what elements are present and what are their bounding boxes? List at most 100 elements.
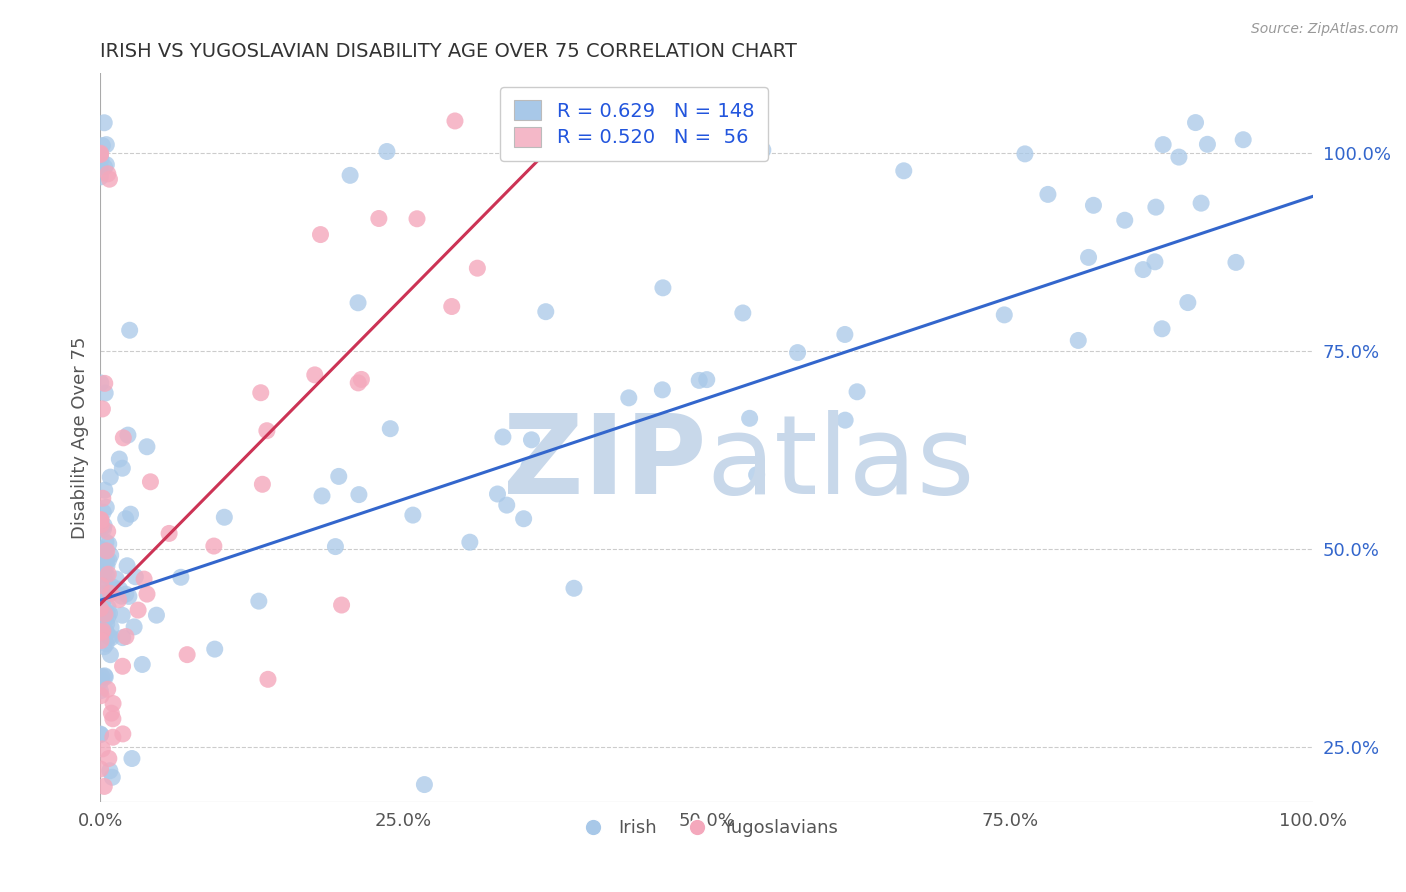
Point [328,469,350,483]
Point [121,751,143,765]
Point [96,553,118,567]
Point [110,589,132,603]
Point [252,477,274,491]
Point [90,821,112,835]
Point [111,727,134,741]
Point [97,537,120,551]
Point [402,508,425,522]
Point [93,116,115,130]
Point [97,682,120,697]
Point [90,153,112,167]
Point [97,167,120,181]
Point [96,558,118,573]
Point [111,461,134,475]
Point [90,593,112,607]
Point [112,431,135,445]
Y-axis label: Disability Age Over 75: Disability Age Over 75 [72,336,89,539]
Point [93,161,115,175]
Point [93,573,115,587]
Point [91,401,114,416]
Point [98,470,121,484]
Point [90,513,112,527]
Point [90,572,112,586]
Point [93,518,115,533]
Point [1189,196,1212,211]
Point [94,386,117,401]
Point [101,580,124,594]
Point [834,327,856,342]
Point [89,558,111,573]
Point [127,603,149,617]
Point [93,588,115,602]
Point [98,607,121,621]
Point [517,459,540,474]
Point [93,640,115,654]
Point [90,613,112,627]
Point [90,541,112,556]
Point [1114,213,1136,227]
Point [132,572,155,586]
Point [97,600,120,615]
Point [91,543,114,558]
Point [486,487,509,501]
Point [91,505,114,519]
Point [380,422,402,436]
Point [96,607,118,621]
Point [752,143,775,157]
Point [562,581,585,595]
Point [786,345,808,359]
Point [139,475,162,489]
Point [731,306,754,320]
Point [90,669,112,683]
Point [100,621,122,635]
Point [97,524,120,539]
Point [124,570,146,584]
Point [96,544,118,558]
Point [1143,254,1166,268]
Point [440,300,463,314]
Point [1150,322,1173,336]
Point [1067,334,1090,348]
Point [96,616,118,631]
Text: Source: ZipAtlas.com: Source: ZipAtlas.com [1251,22,1399,37]
Text: IRISH VS YUGOSLAVIAN DISABILITY AGE OVER 75 CORRELATION CHART: IRISH VS YUGOSLAVIAN DISABILITY AGE OVER… [100,42,797,61]
Point [117,428,139,442]
Point [257,673,280,687]
Point [249,385,271,400]
Point [96,568,118,582]
Point [98,764,121,778]
Point [94,483,117,498]
Point [1036,187,1059,202]
Point [512,512,534,526]
Point [97,567,120,582]
Point [896,805,918,819]
Point [91,609,114,624]
Point [90,558,112,573]
Point [651,383,673,397]
Point [91,491,114,506]
Point [304,368,326,382]
Point [311,489,333,503]
Point [98,172,121,186]
Point [90,146,112,161]
Point [89,762,111,776]
Point [375,145,398,159]
Point [565,141,588,155]
Point [413,778,436,792]
Point [135,440,157,454]
Point [89,169,111,184]
Point [93,522,115,536]
Point [100,648,122,662]
Point [103,583,125,598]
Point [100,706,122,721]
Point [108,582,131,597]
Point [118,323,141,337]
Point [91,587,114,601]
Point [1152,137,1174,152]
Point [100,586,122,600]
Point [94,376,117,391]
Point [94,544,117,558]
Point [91,599,114,613]
Point [325,540,347,554]
Point [96,624,118,639]
